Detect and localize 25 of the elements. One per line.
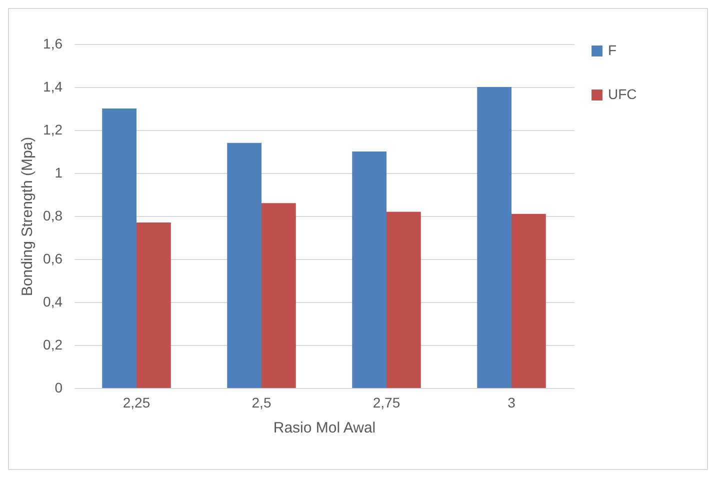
x-axis-title: Rasio Mol Awal: [273, 420, 376, 436]
legend-label: F: [608, 42, 617, 58]
x-tick-label: 2,25: [122, 394, 150, 410]
bar: [386, 212, 421, 388]
bar: [227, 142, 262, 388]
y-tick-label: 0: [54, 380, 63, 396]
x-tick-label: 3: [508, 394, 516, 410]
legend-label: UFC: [608, 86, 637, 102]
y-tick-label: 1,6: [43, 36, 63, 52]
y-tick-label: 0,4: [43, 294, 63, 310]
bar: [136, 222, 171, 388]
x-tick-label: 2,5: [252, 394, 272, 410]
bar: [512, 214, 546, 388]
y-tick-label: 0,2: [43, 336, 63, 352]
y-tick-label: 0,6: [43, 250, 63, 266]
bar: [102, 108, 136, 388]
y-tick-label: 0,8: [43, 208, 63, 224]
bar: [477, 87, 512, 388]
bar: [262, 203, 296, 388]
y-tick-label: 1,4: [43, 78, 63, 94]
y-tick-label: 1,2: [43, 122, 63, 138]
y-tick-label: 1: [54, 164, 63, 180]
x-tick-label: 2,75: [372, 394, 400, 410]
bar: [352, 152, 386, 388]
y-axis-title: Bonding Strength (Mpa): [19, 136, 36, 296]
